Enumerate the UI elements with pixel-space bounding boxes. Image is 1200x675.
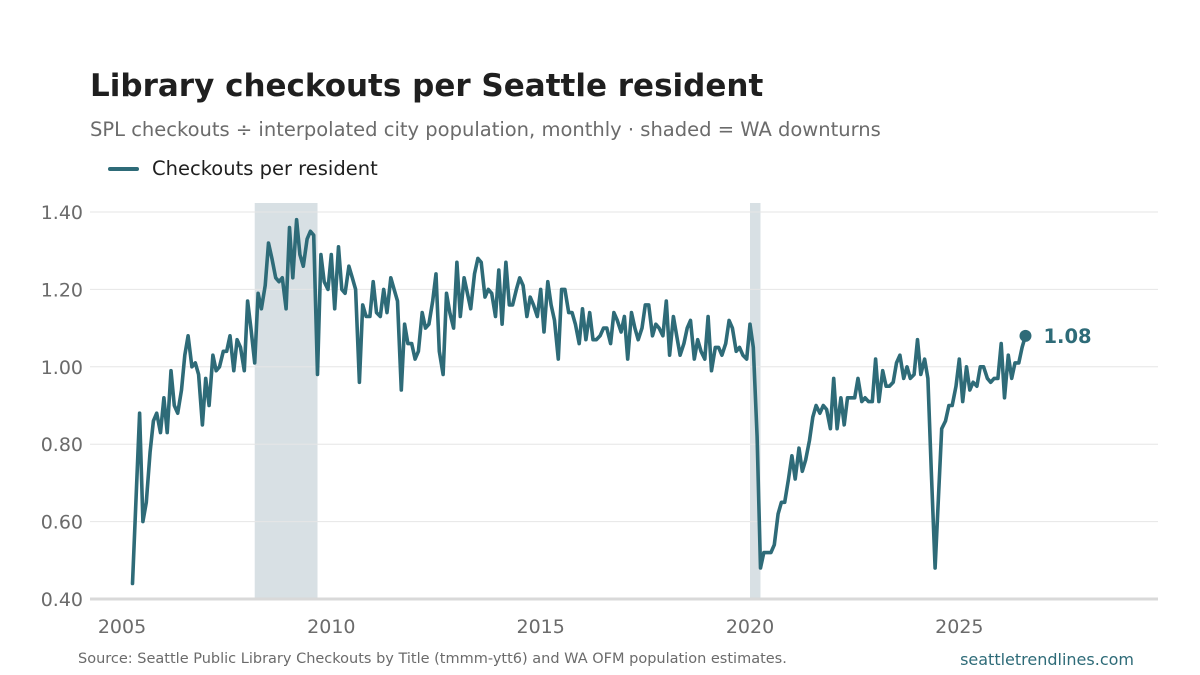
y-tick-label: 1.40 <box>41 202 83 224</box>
legend: Checkouts per resident <box>108 157 378 180</box>
y-tick-label: 1.20 <box>41 279 83 301</box>
y-tick-label: 0.60 <box>41 512 83 534</box>
x-tick-label: 2025 <box>935 616 983 638</box>
chart-title: Library checkouts per Seattle resident <box>90 68 764 104</box>
site-link[interactable]: seattletrendlines.com <box>960 650 1134 669</box>
legend-label: Checkouts per resident <box>152 157 378 180</box>
source-note: Source: Seattle Public Library Checkouts… <box>78 651 787 667</box>
x-tick-label: 2020 <box>726 616 774 638</box>
end-point-marker <box>1019 329 1032 342</box>
chart-subtitle: SPL checkouts ÷ interpolated city popula… <box>90 118 881 141</box>
series-line-checkouts-per-resident <box>130 217 1028 586</box>
legend-line-swatch <box>108 166 139 171</box>
end-value-label: 1.08 <box>1043 325 1091 348</box>
x-tick-label: 2005 <box>98 616 146 638</box>
x-tick-label: 2010 <box>307 616 355 638</box>
x-tick-label: 2015 <box>516 616 564 638</box>
y-tick-label: 0.80 <box>41 434 83 456</box>
y-tick-label: 1.00 <box>41 357 83 379</box>
y-tick-label: 0.40 <box>41 589 83 611</box>
downturn-shade-1 <box>254 203 318 599</box>
